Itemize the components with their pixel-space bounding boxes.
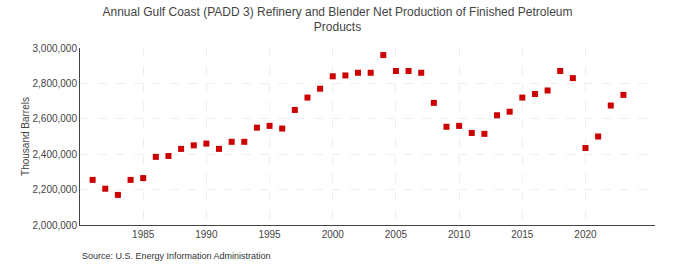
svg-text:1985: 1985 [132,229,155,240]
svg-text:2,400,000: 2,400,000 [33,149,78,160]
svg-text:1990: 1990 [195,229,218,240]
svg-text:2,600,000: 2,600,000 [33,113,78,124]
svg-text:2015: 2015 [511,229,534,240]
svg-text:Source: U.S. Energy Informatio: Source: U.S. Energy Information Administ… [82,251,271,261]
svg-text:2005: 2005 [385,229,408,240]
svg-text:Thousand Barrels: Thousand Barrels [20,97,31,176]
svg-text:2,000,000: 2,000,000 [33,220,78,231]
svg-text:2000: 2000 [322,229,345,240]
svg-text:2010: 2010 [448,229,471,240]
svg-text:Annual Gulf Coast (PADD 3) Ref: Annual Gulf Coast (PADD 3) Refinery and … [102,5,572,35]
svg-text:2020: 2020 [574,229,597,240]
svg-text:2,200,000: 2,200,000 [33,184,78,195]
svg-text:3,000,000: 3,000,000 [33,43,78,54]
svg-text:2,800,000: 2,800,000 [33,78,78,89]
svg-text:1995: 1995 [258,229,281,240]
